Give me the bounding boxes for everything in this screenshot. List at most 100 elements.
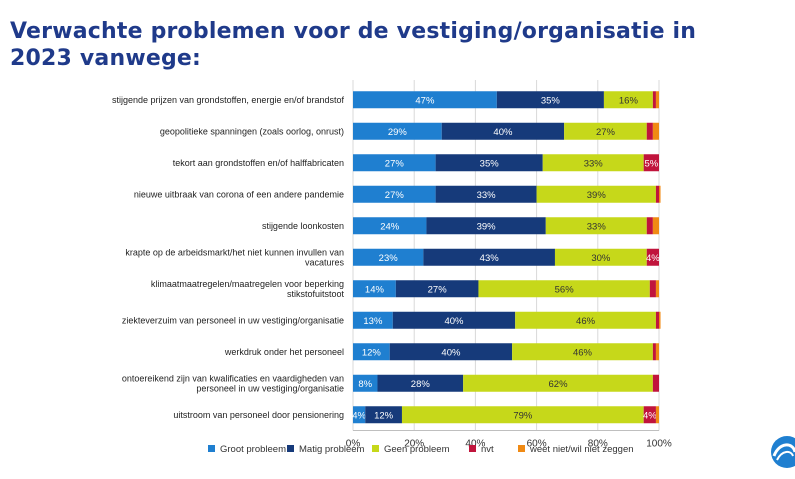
x-tick-label: 100% xyxy=(646,439,672,450)
bar-segment xyxy=(652,374,659,392)
bar-segment xyxy=(652,91,656,109)
bar-segment xyxy=(655,343,659,361)
bar-segment xyxy=(643,154,659,172)
bar-segment xyxy=(435,185,537,203)
bar-segment xyxy=(353,122,442,140)
bar-segment xyxy=(646,248,659,266)
bar-segment xyxy=(652,343,656,361)
data-label: 46% xyxy=(573,347,593,358)
data-label: 39% xyxy=(477,221,497,232)
bar-segment xyxy=(377,374,464,392)
bar-segment xyxy=(655,280,659,298)
category-label: stijgende loonkosten xyxy=(262,221,344,231)
category-label: stikstofuitstoot xyxy=(287,289,345,299)
data-label: 4% xyxy=(352,410,366,421)
data-label: 27% xyxy=(385,190,405,201)
bar-segment xyxy=(643,406,656,424)
data-label: 24% xyxy=(380,221,400,232)
bar-segment xyxy=(659,185,661,203)
data-label: 33% xyxy=(477,190,497,201)
x-tick-label: 0% xyxy=(346,439,361,450)
bar-segment xyxy=(463,374,653,392)
category-label: nieuwe uitbraak van corona of een andere… xyxy=(134,189,344,199)
data-label: 40% xyxy=(493,127,513,138)
data-label: 16% xyxy=(619,95,639,106)
uwv-logo-icon xyxy=(771,436,795,468)
bar-segment xyxy=(353,91,497,109)
bar-segment xyxy=(353,217,427,235)
data-label: 4% xyxy=(646,253,660,264)
legend-label: weet niet/wil niet zeggen xyxy=(529,444,634,455)
data-label: 46% xyxy=(576,316,596,327)
category-label: krapte op de arbeidsmarkt/het niet kunne… xyxy=(125,247,344,257)
bar-segment xyxy=(545,217,647,235)
category-label: werkdruk onder het personeel xyxy=(224,347,344,357)
bar-segment xyxy=(365,406,402,424)
data-label: 8% xyxy=(358,379,372,390)
bar-segment xyxy=(512,343,653,361)
bar-segment xyxy=(646,122,653,140)
legend-swatch xyxy=(518,445,525,452)
data-label: 4% xyxy=(643,410,657,421)
legend-swatch xyxy=(372,445,379,452)
bar-segment xyxy=(353,311,393,329)
chart-title: Verwachte problemen voor de vestiging/or… xyxy=(10,19,697,71)
data-label: 27% xyxy=(596,127,616,138)
bar-segment xyxy=(426,217,546,235)
data-label: 79% xyxy=(513,410,533,421)
data-label: 12% xyxy=(362,347,382,358)
bar-segment xyxy=(515,311,656,329)
data-label: 39% xyxy=(587,190,607,201)
data-label: 33% xyxy=(584,158,604,169)
legend-label: Groot probleem xyxy=(220,444,286,455)
bar-segment xyxy=(392,311,516,329)
data-label: 27% xyxy=(385,158,405,169)
bar-segment xyxy=(655,406,659,424)
data-label: 33% xyxy=(587,221,607,232)
bar-segment xyxy=(353,280,396,298)
data-label: 23% xyxy=(379,253,399,264)
bar-segment xyxy=(536,185,656,203)
bar-segment xyxy=(353,343,390,361)
legend-label: nvt xyxy=(481,444,494,455)
data-label: 40% xyxy=(441,347,461,358)
bar-segment xyxy=(423,248,555,266)
category-label: ontoereikend zijn van kwalificaties en v… xyxy=(122,373,344,383)
data-label: 62% xyxy=(549,379,569,390)
legend-label: Geen probleem xyxy=(384,444,450,455)
bar-segment xyxy=(389,343,513,361)
category-label: ziekteverzuim van personeel in uw vestig… xyxy=(122,315,344,325)
bar-segment xyxy=(646,217,653,235)
bar-segment xyxy=(435,154,543,172)
bar-segment xyxy=(652,122,659,140)
category-label: vacatures xyxy=(305,257,345,267)
bar-segment xyxy=(353,154,436,172)
bar-segment xyxy=(353,374,378,392)
data-label: 29% xyxy=(388,127,408,138)
category-label: uitstroom van personeel door pensionerin… xyxy=(173,410,344,420)
category-label: tekort aan grondstoffen en/of halffabric… xyxy=(173,158,344,168)
data-label: 56% xyxy=(555,284,575,295)
category-label: klimaatmaatregelen/maatregelen voor bepe… xyxy=(151,279,344,289)
data-label: 43% xyxy=(480,253,500,264)
data-label: 13% xyxy=(363,316,383,327)
bar-segment xyxy=(564,122,647,140)
legend-swatch xyxy=(287,445,294,452)
bar-segment xyxy=(353,406,366,424)
legend-swatch xyxy=(208,445,215,452)
data-label: 35% xyxy=(480,158,500,169)
legend-swatch xyxy=(469,445,476,452)
bar-segment xyxy=(353,185,436,203)
bar-segment xyxy=(353,248,424,266)
data-label: 40% xyxy=(444,316,464,327)
data-label: 28% xyxy=(411,379,431,390)
x-tick-label: 20% xyxy=(404,439,424,450)
bar-segment xyxy=(478,280,650,298)
data-label: 30% xyxy=(591,253,611,264)
data-label: 5% xyxy=(644,158,658,169)
bar-segment xyxy=(655,91,659,109)
data-label: 14% xyxy=(365,284,385,295)
bar-segment xyxy=(401,406,644,424)
bar-segment xyxy=(649,280,656,298)
